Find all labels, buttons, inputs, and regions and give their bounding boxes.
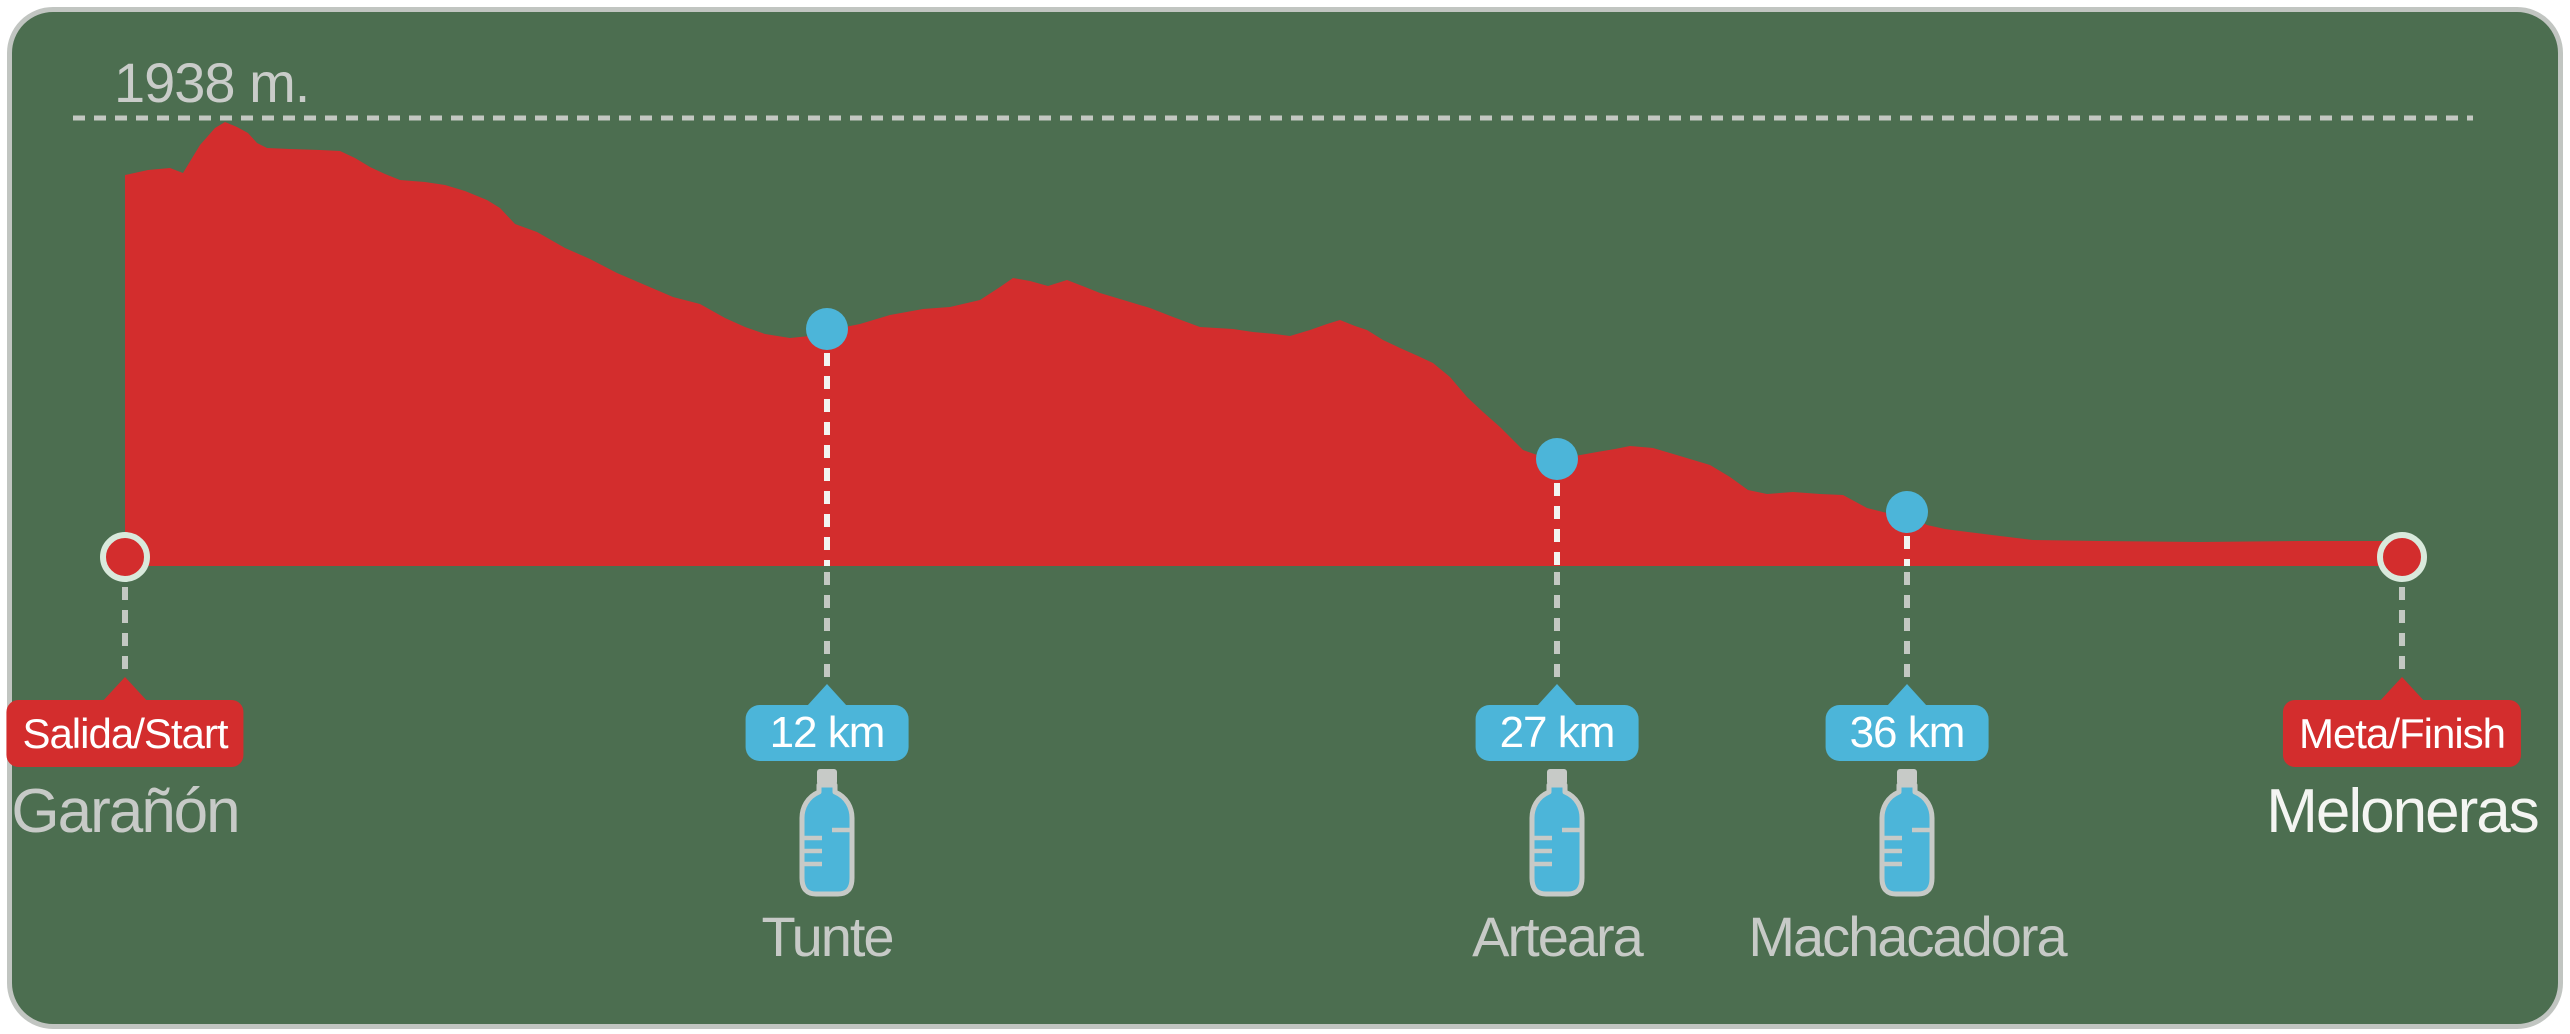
max-elevation-label: 1938 m.	[114, 51, 310, 114]
water-bottle-icon-machacadora	[1877, 768, 1937, 900]
location-label-start: Garañón	[11, 777, 240, 846]
elevation-profile-area	[125, 122, 2406, 566]
finish-badge-pointer	[2378, 677, 2426, 703]
tunte-badge-pointer	[807, 684, 847, 706]
location-label-arteara: Arteara	[1472, 905, 1644, 968]
start-badge-pointer	[101, 677, 149, 703]
machacadora-badge-pointer	[1887, 684, 1927, 706]
start-circle-marker	[100, 532, 150, 582]
checkpoint-dot-tunte	[806, 308, 848, 350]
finish-badge: Meta/Finish	[2282, 700, 2522, 767]
finish-circle-marker	[2377, 532, 2427, 582]
arteara-badge-pointer	[1537, 684, 1577, 706]
distance-badge-tunte: 12 km	[745, 705, 909, 761]
location-label-finish: Meloneras	[2266, 777, 2539, 846]
start-badge: Salida/Start	[6, 700, 244, 767]
distance-badge-arteara: 27 km	[1475, 705, 1639, 761]
distance-badge-machacadora: 36 km	[1825, 705, 1989, 761]
location-label-machacadora: Machacadora	[1748, 905, 2067, 968]
checkpoint-dot-arteara	[1536, 438, 1578, 480]
water-bottle-icon-arteara	[1527, 768, 1587, 900]
location-label-tunte: Tunte	[761, 905, 894, 968]
water-bottle-icon-tunte	[797, 768, 857, 900]
checkpoint-dot-machacadora	[1886, 491, 1928, 533]
